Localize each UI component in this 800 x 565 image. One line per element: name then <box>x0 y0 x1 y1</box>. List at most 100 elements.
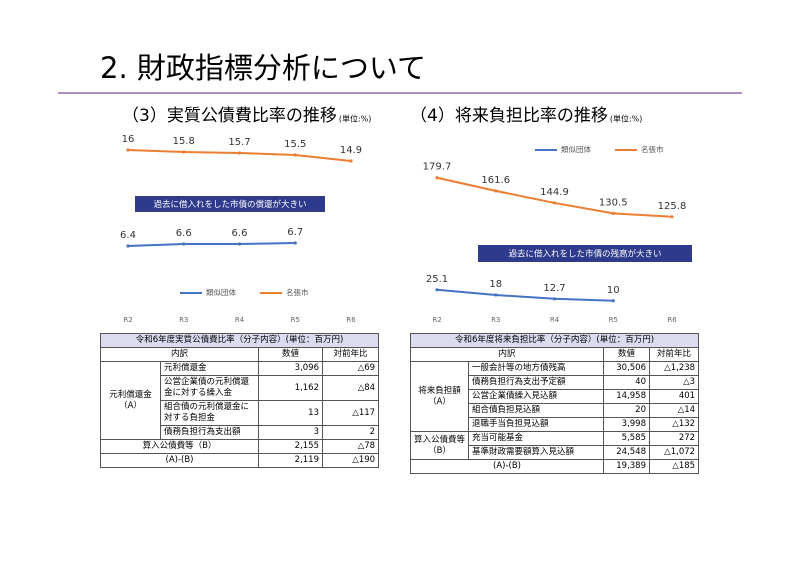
total-label: 算入公債費等（B） <box>100 439 259 454</box>
item-cell: 組合債負担見込額 <box>468 403 604 418</box>
item-cell: 充当可能基金 <box>468 431 604 446</box>
item-cell: 基準財政需要額算入見込額 <box>468 445 604 460</box>
data-label: 125.8 <box>658 201 687 212</box>
data-label: 179.7 <box>423 162 452 173</box>
annotation-box <box>135 196 325 212</box>
point <box>552 201 557 205</box>
point <box>435 288 439 292</box>
value-cell: △84 <box>321 375 380 401</box>
value-cell: 20 <box>603 403 650 418</box>
item-cell: 組合債の元利償還金に対する負担金 <box>160 400 259 426</box>
group-label: 算入公債費等（B） <box>410 431 469 460</box>
annotation: 過去に借入れをした市債の償還が大きい <box>153 199 306 210</box>
chart-title: （3）実質公債費比率の推移 <box>122 106 337 126</box>
total-row: (A)-(B) 2,119 △190 <box>100 453 380 468</box>
value-cell: 401 <box>648 389 700 404</box>
value-cell: △185 <box>648 459 700 474</box>
x-tick-label: R2 <box>432 316 441 324</box>
data-label: 6.7 <box>287 227 303 238</box>
point <box>552 297 557 301</box>
data-label: 15.7 <box>228 137 250 148</box>
value-cell: 19,389 <box>603 459 650 474</box>
value-cell: 2 <box>321 425 380 440</box>
point <box>237 151 242 155</box>
unit-label: (単位:%) <box>339 114 372 124</box>
value-cell: △132 <box>648 417 700 432</box>
table-title: 令和6年度将来負担比率（分子内容）(単位：百万円) <box>409 333 700 348</box>
group-label: 将来負担額（A） <box>410 361 469 432</box>
legend-label: 名張市 <box>641 144 664 154</box>
point <box>349 159 353 163</box>
group-label: 元利償還金（A） <box>100 361 161 440</box>
table-row: 将来負担額（A） 一般会計等の地方債残高 30,506 △1,238 <box>410 361 700 432</box>
value-cell: △78 <box>321 439 380 454</box>
value-cell: △190 <box>321 453 380 468</box>
header-cell: 数値 <box>258 347 323 362</box>
unit-label: (単位:%) <box>610 114 643 124</box>
value-cell: 2,119 <box>258 453 323 468</box>
data-label: 144.9 <box>540 187 569 198</box>
x-tick-label: R6 <box>667 316 677 324</box>
data-label: 15.8 <box>173 136 195 147</box>
x-tick-label: R3 <box>179 316 188 324</box>
data-table: 令和6年度将来負担比率（分子内容）(単位：百万円) 内訳 数値 対前年比 将来負担額（A… <box>409 333 700 474</box>
table-title: 令和6年度実質公債費比率（分子内容）(単位：百万円) <box>99 333 380 348</box>
value-cell: 30,506 <box>603 361 650 376</box>
annotation: 過去に借入れをした市債の残高が大きい <box>508 249 661 260</box>
x-tick-label: R6 <box>346 316 356 324</box>
point <box>494 189 498 193</box>
data-label: 12.7 <box>543 283 565 294</box>
value-cell: 3,096 <box>258 361 323 376</box>
value-cell: 3 <box>258 425 323 440</box>
table-row: 算入公債費等（B） 充当可能基金 5,585 272 <box>410 431 700 460</box>
header-row: 内訳 数値 対前年比 <box>410 347 700 362</box>
value-cell: 40 <box>603 375 650 390</box>
title-row: 令和6年度実質公債費比率（分子内容）(単位：百万円) <box>99 333 380 348</box>
series-line <box>127 242 296 247</box>
point <box>293 241 297 245</box>
table-row: 債務負担行為支出額 3 2 <box>101 425 380 440</box>
page-title: 2. 財政指標分析について <box>100 51 426 85</box>
value-cell: △1,238 <box>648 361 700 376</box>
value-cell: 3,998 <box>603 417 650 432</box>
header-cell: 対前年比 <box>648 347 700 362</box>
point <box>182 150 186 154</box>
value-cell: 272 <box>648 431 700 446</box>
point <box>126 244 130 248</box>
chart-title: （4）将来負担比率の推移 <box>410 106 608 126</box>
item-cell: 一般会計等の地方債残高 <box>468 361 604 376</box>
data-label: 161.6 <box>481 175 510 186</box>
data-label: 16 <box>122 134 135 145</box>
header-cell: 対前年比 <box>321 347 380 362</box>
point <box>435 176 439 180</box>
header-row: 内訳 数値 対前年比 <box>100 347 380 362</box>
total-row: (A)-(B) 19,389 △185 <box>410 459 700 474</box>
data-table: 令和6年度実質公債費比率（分子内容）(単位：百万円) 内訳 数値 対前年比 元利償還金（… <box>99 333 380 468</box>
point <box>611 299 615 303</box>
point <box>182 242 186 246</box>
data-label: 10 <box>607 285 620 296</box>
data-label: 6.4 <box>120 230 136 241</box>
x-tick-label: R3 <box>491 316 500 324</box>
point <box>670 215 674 219</box>
x-tick-label: R2 <box>123 316 132 324</box>
item-cell: 元利償還金 <box>160 361 259 376</box>
point <box>237 242 242 246</box>
legend-label: 名張市 <box>286 287 309 297</box>
value-cell: △1,072 <box>648 445 700 460</box>
x-tick-label: R4 <box>550 316 560 324</box>
point <box>611 211 615 215</box>
value-cell: 13 <box>258 400 323 426</box>
x-tick-label: R5 <box>291 316 300 324</box>
header-cell: 内訳 <box>410 347 604 362</box>
legend-label: 類似団体 <box>561 144 591 154</box>
value-cell: △69 <box>321 361 380 376</box>
series-line <box>436 288 614 302</box>
data-label: 25.1 <box>426 274 448 285</box>
point <box>494 293 498 297</box>
point <box>126 148 130 152</box>
value-cell: 14,958 <box>603 389 650 404</box>
value-cell: △3 <box>648 375 700 390</box>
